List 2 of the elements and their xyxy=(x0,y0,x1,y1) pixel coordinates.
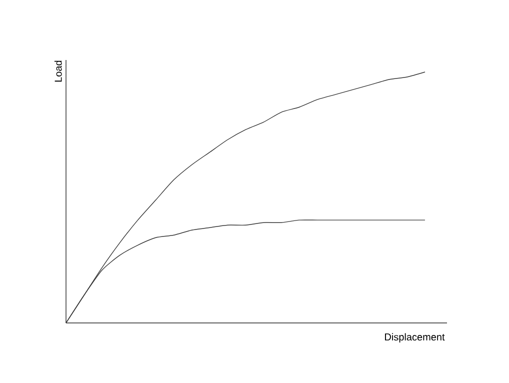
x-axis-title: Displacement xyxy=(385,333,445,342)
y-axis-title: Load xyxy=(54,60,62,82)
